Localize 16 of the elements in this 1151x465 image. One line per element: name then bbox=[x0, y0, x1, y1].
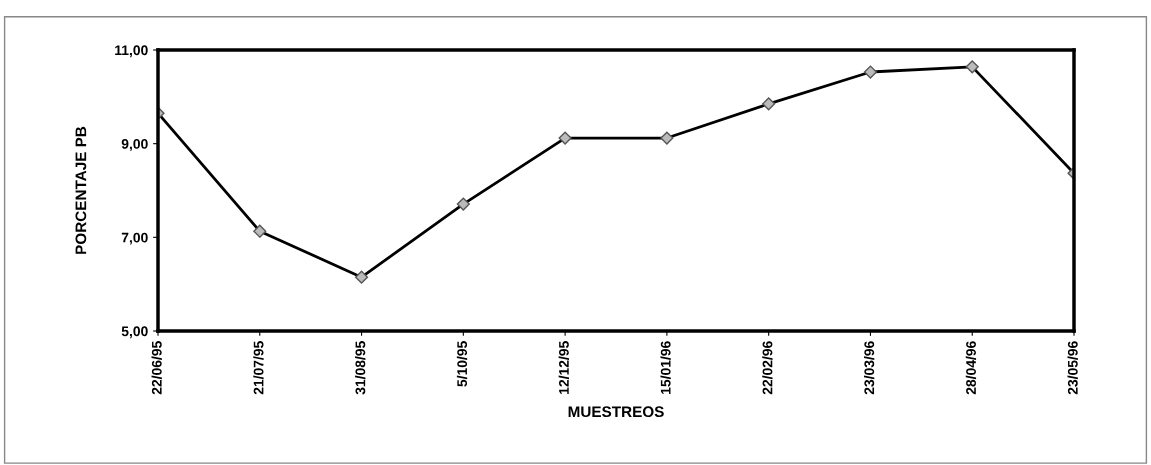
x-tick-label: 23/03/96 bbox=[863, 341, 875, 395]
x-tick-label: 22/02/96 bbox=[762, 341, 773, 395]
y-tick-label: 7,00 bbox=[121, 232, 148, 245]
x-tick-label: 31/08/95 bbox=[355, 341, 366, 395]
x-tick-label: 22/06/95 bbox=[151, 341, 162, 395]
x-tick-label: 21/07/95 bbox=[253, 341, 264, 395]
y-axis-title: PORCENTAJE PB bbox=[75, 126, 87, 254]
y-tick-label: 11,00 bbox=[115, 45, 148, 58]
x-tick-label: 23/05/96 bbox=[1067, 341, 1078, 395]
y-tick-label: 5,00 bbox=[121, 326, 148, 339]
y-tick-label: 9,00 bbox=[121, 139, 148, 151]
x-tick-label: 12/12/95 bbox=[558, 341, 569, 394]
x-tick-label: 28/04/96 bbox=[965, 341, 977, 395]
x-axis-title: MUESTREOS bbox=[568, 406, 664, 418]
x-tick-label: 5/10/95 bbox=[456, 341, 468, 387]
x-tick-label: 15/01/96 bbox=[660, 341, 671, 394]
